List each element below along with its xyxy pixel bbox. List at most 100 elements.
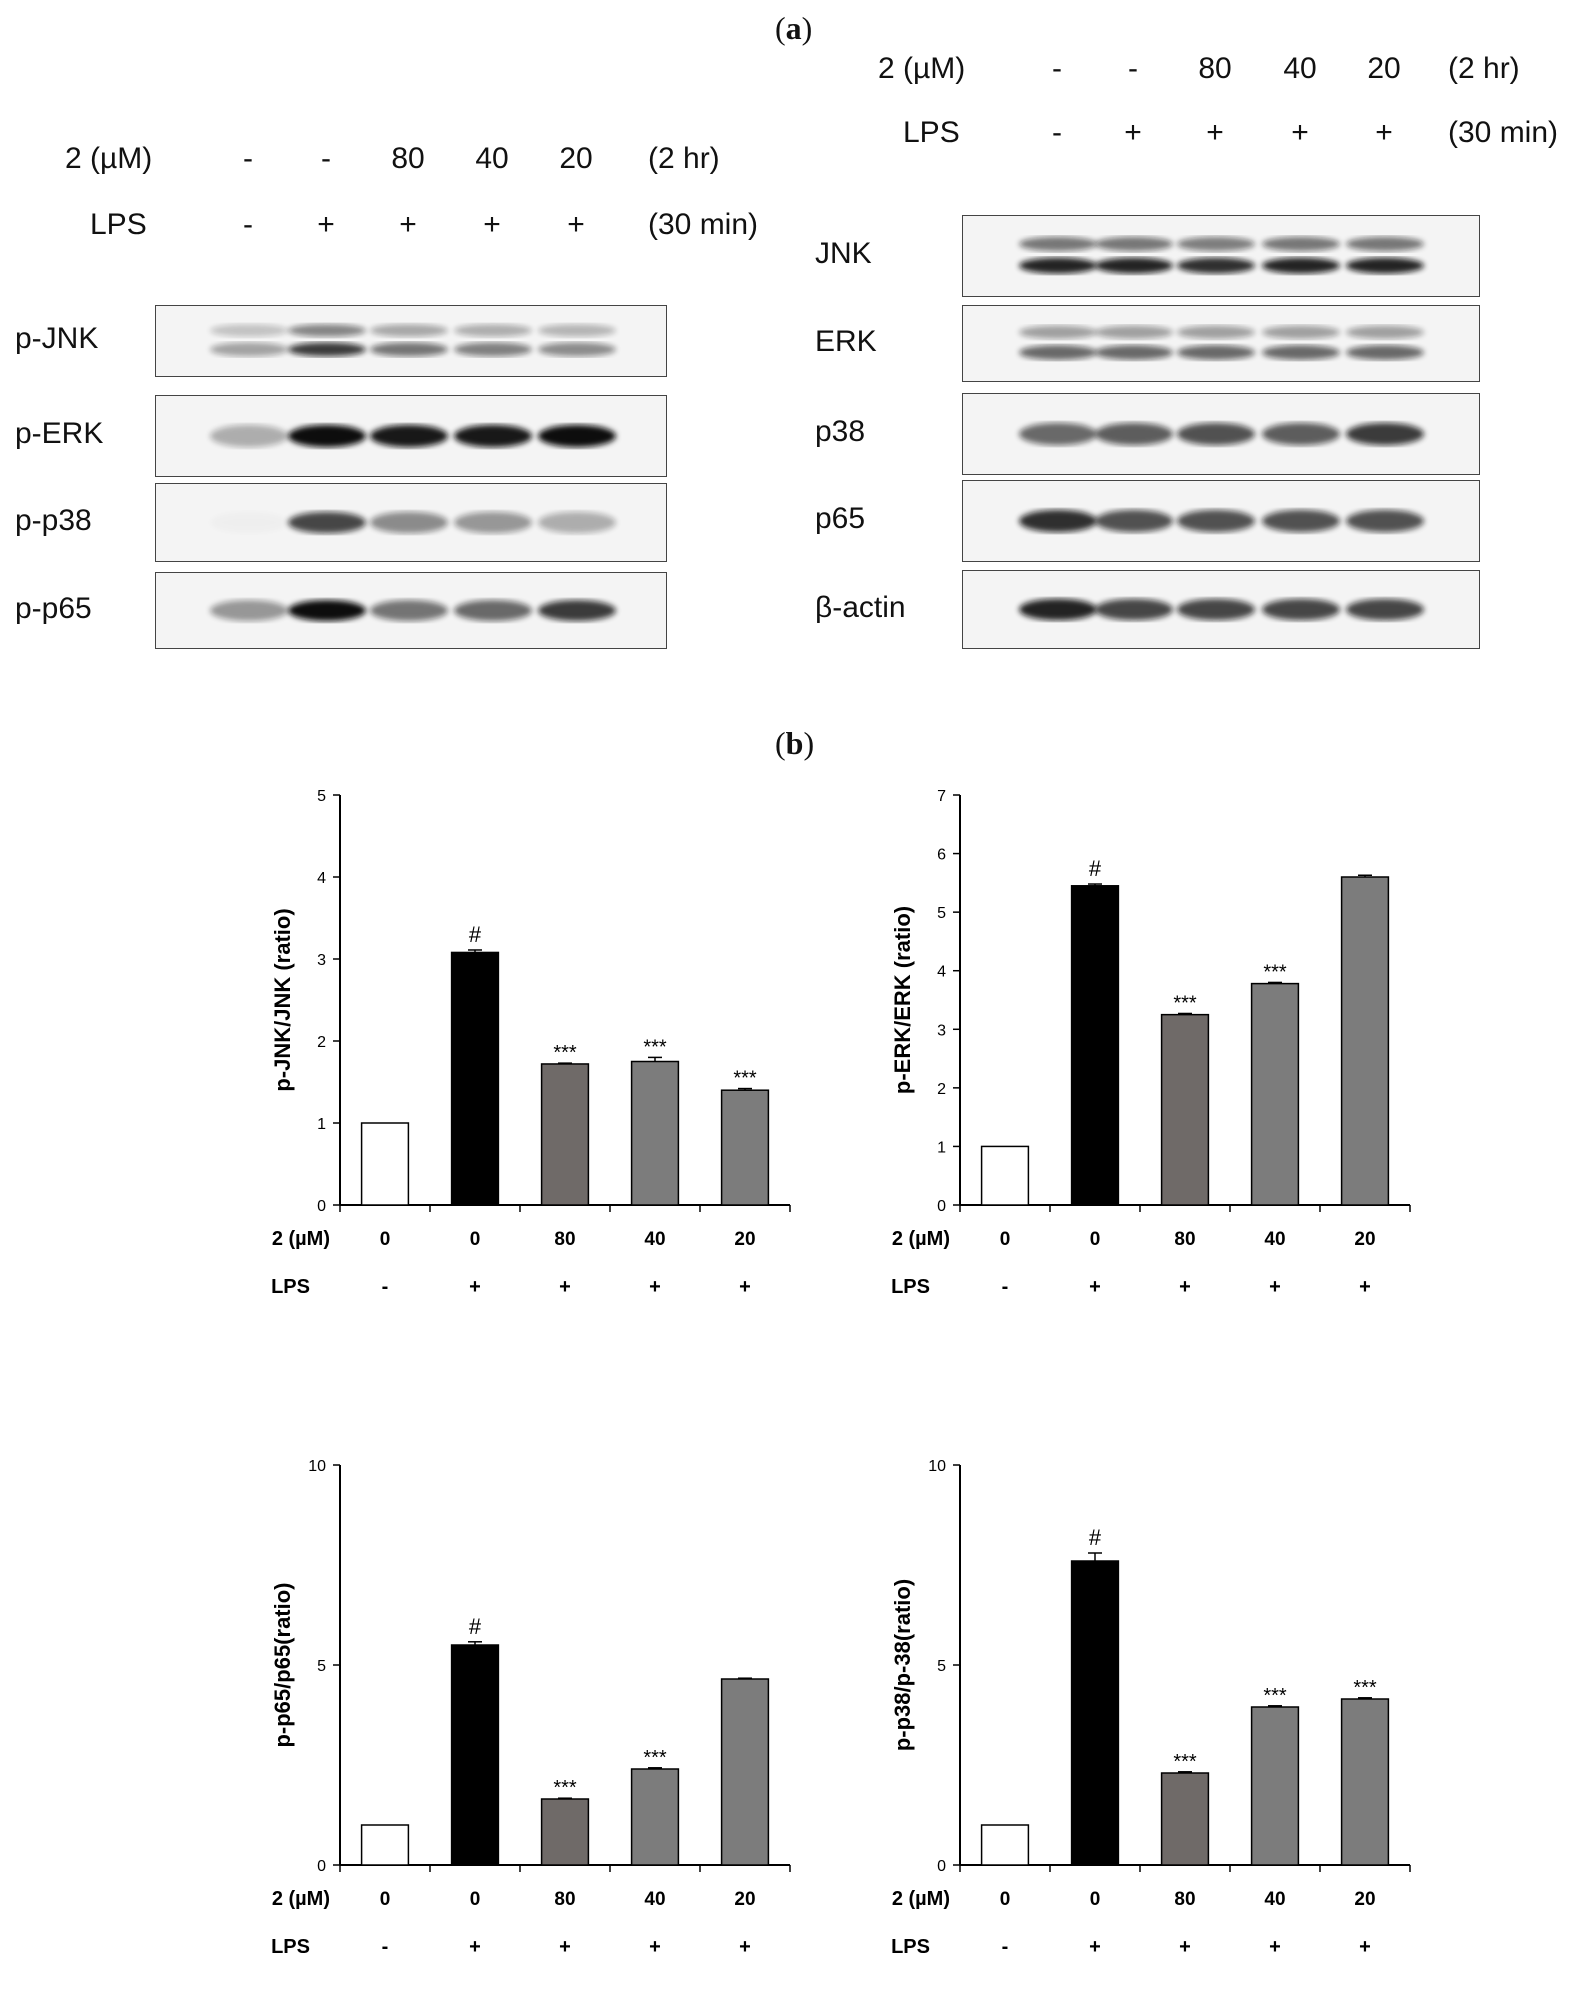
blot-band bbox=[288, 600, 366, 621]
bar bbox=[540, 1798, 590, 1866]
blot-band bbox=[538, 324, 616, 337]
x-tick-label: 0 bbox=[1000, 1889, 1011, 1910]
treatment-value: 40 bbox=[475, 142, 509, 175]
blot-band bbox=[370, 342, 448, 357]
bar bbox=[1070, 885, 1120, 1206]
y-axis-label: p-JNK/JNK (ratio) bbox=[270, 908, 295, 1091]
significance-marker: *** bbox=[1173, 992, 1197, 1014]
blot-band bbox=[210, 342, 288, 357]
band-label: ERK bbox=[815, 324, 877, 358]
bar-chart-p-erk: 0 1 2 3 4 5 6 7 p-ERK/ERK (ratio) 0 - #0 + *** 80 + *** 4… bbox=[890, 788, 1411, 1298]
treatment-time: (2 hr) bbox=[1448, 52, 1520, 85]
bar bbox=[1340, 876, 1390, 1206]
lps-label: + bbox=[1359, 1276, 1371, 1298]
lps-value: - bbox=[243, 208, 253, 241]
y-tick-label: 5 bbox=[937, 905, 946, 922]
x-tick-label: 80 bbox=[1174, 1889, 1195, 1910]
lps-label: - bbox=[1002, 1276, 1009, 1298]
lps-label: - bbox=[382, 1276, 389, 1298]
lps-label: + bbox=[469, 1936, 481, 1958]
significance-marker: # bbox=[469, 922, 482, 947]
band-label: p-p65 bbox=[15, 591, 92, 625]
bar bbox=[1250, 1706, 1300, 1866]
significance-marker: *** bbox=[1263, 1685, 1287, 1707]
lps-label: - bbox=[1002, 1936, 1009, 1958]
x-tick-label: 40 bbox=[1264, 1889, 1285, 1910]
blot-band bbox=[210, 324, 288, 337]
lps-label: + bbox=[1089, 1276, 1101, 1298]
blot-band bbox=[1262, 509, 1340, 533]
blot-band bbox=[370, 511, 448, 534]
blot-band bbox=[1346, 325, 1424, 339]
lps-value: + bbox=[1206, 116, 1224, 149]
lps-value: + bbox=[483, 208, 501, 241]
y-tick-label: 0 bbox=[937, 1858, 946, 1875]
bar bbox=[360, 1122, 410, 1206]
blot-band bbox=[538, 600, 616, 621]
blot-band bbox=[288, 342, 366, 357]
treatment-time: (2 hr) bbox=[648, 142, 720, 175]
blot-band bbox=[1262, 325, 1340, 339]
lps-label: + bbox=[739, 1276, 751, 1298]
blot-band bbox=[1095, 598, 1173, 621]
y-tick-label: 7 bbox=[937, 788, 946, 805]
bar-chart-p-p65: 0 5 10 p-p65/p65(ratio) 0 - #0 + *** 80 + *** 40 +20 +… bbox=[270, 1458, 791, 1958]
y-tick-label: 3 bbox=[937, 1022, 946, 1039]
x-tick-label: 80 bbox=[554, 1229, 575, 1250]
blot-band bbox=[1095, 257, 1173, 274]
x-tick-label: 20 bbox=[1354, 1889, 1375, 1910]
band-label: p-ERK bbox=[15, 417, 104, 450]
dose-row-label: 2 (µM) bbox=[892, 1228, 950, 1250]
lps-label: + bbox=[649, 1276, 661, 1298]
dose-row-label: 2 (µM) bbox=[892, 1888, 950, 1910]
blot-band bbox=[454, 511, 532, 534]
lps-label: - bbox=[382, 1936, 389, 1958]
bar bbox=[980, 1824, 1030, 1866]
blot-band bbox=[1019, 509, 1097, 533]
lps-label: + bbox=[559, 1276, 571, 1298]
dose-row-label: 2 (µM) bbox=[272, 1888, 330, 1910]
treatment-value: 20 bbox=[559, 142, 593, 175]
band-label: JNK bbox=[815, 237, 872, 270]
blot-strip bbox=[155, 395, 667, 477]
blot-band bbox=[1019, 236, 1097, 252]
blot-band bbox=[1346, 422, 1424, 446]
blot-band bbox=[454, 600, 532, 621]
lps-value: + bbox=[399, 208, 417, 241]
treatment-value: - bbox=[1052, 52, 1062, 85]
blot-band bbox=[538, 342, 616, 357]
lps-value: - bbox=[1052, 116, 1062, 149]
blot-band bbox=[1346, 345, 1424, 360]
treatment-row-label: 2 (µM) bbox=[65, 142, 153, 175]
blot-strip bbox=[962, 480, 1480, 562]
blot-band bbox=[370, 324, 448, 337]
lps-value: + bbox=[1291, 116, 1309, 149]
lps-time: (30 min) bbox=[648, 208, 759, 241]
blot-band bbox=[1019, 598, 1097, 621]
blot-strip bbox=[155, 305, 667, 377]
bar bbox=[1070, 1560, 1120, 1866]
significance-marker: *** bbox=[1263, 961, 1287, 983]
blot-band bbox=[538, 424, 616, 448]
blot-band bbox=[454, 342, 532, 357]
y-tick-label: 1 bbox=[317, 1116, 326, 1133]
blot-strip bbox=[155, 572, 667, 649]
x-tick-label: 0 bbox=[1000, 1229, 1011, 1250]
x-tick-label: 80 bbox=[1174, 1229, 1195, 1250]
significance-marker: *** bbox=[733, 1068, 757, 1090]
significance-marker: *** bbox=[1353, 1677, 1377, 1699]
bar bbox=[450, 951, 500, 1206]
lps-value: + bbox=[567, 208, 585, 241]
y-tick-label: 3 bbox=[317, 952, 326, 969]
lps-label: + bbox=[1089, 1936, 1101, 1958]
blot-band bbox=[538, 511, 616, 534]
band-label: p-JNK bbox=[15, 322, 99, 355]
blot-strip bbox=[962, 393, 1480, 475]
x-tick-label: 0 bbox=[380, 1229, 391, 1250]
lps-row-label: LPS bbox=[891, 1936, 930, 1958]
bar bbox=[1250, 982, 1300, 1206]
y-tick-label: 10 bbox=[928, 1458, 946, 1475]
y-tick-label: 4 bbox=[317, 870, 326, 887]
treatment-value: - bbox=[243, 142, 253, 175]
x-tick-label: 40 bbox=[644, 1889, 665, 1910]
